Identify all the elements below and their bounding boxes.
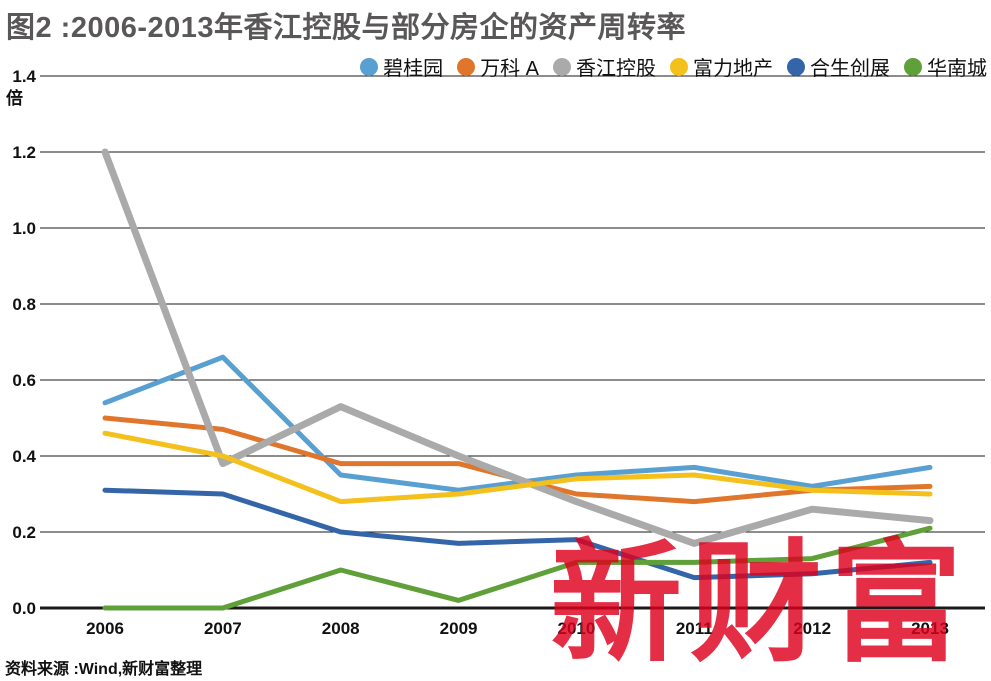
legend-label: 香江控股 [576,58,656,80]
legend-item-2: 香江控股 [553,52,656,81]
y-tick-label: 0.8 [12,295,36,314]
legend-label: 富力地产 [693,58,773,80]
series-line-0 [102,354,933,493]
x-tick-label: 2013 [911,619,949,638]
legend-item-0: 碧桂园 [360,52,443,81]
x-tick-label: 2009 [440,619,478,638]
legend-label: 万科 A [480,58,539,80]
legend-item-5: 华南城 [904,52,987,81]
legend-dot-icon [787,57,805,76]
x-tick-label: 2011 [676,619,713,638]
legend-dot-icon [360,57,379,76]
y-tick-label: 0.6 [12,371,36,390]
series-line-4 [102,487,933,581]
legend-dot-icon [670,57,688,76]
series-line-5 [102,525,933,611]
legend-item-3: 富力地产 [670,52,773,81]
series-line-3 [102,430,933,505]
y-axis-unit: 倍 [6,88,23,108]
x-tick-label: 2008 [322,619,360,638]
chart-title: 图2 :2006-2013年香江控股与部分房企的资产周转率 [6,12,687,44]
source-note: 资料来源 :Wind,新财富整理 [5,661,203,678]
y-tick-label: 0.4 [12,447,36,466]
legend-label: 碧桂园 [383,58,444,80]
legend-label: 华南城 [927,58,987,80]
legend-label: 合生创展 [810,58,890,80]
y-tick-label: 1.2 [12,143,36,162]
y-tick-label: 0.0 [12,599,36,618]
y-tick-label: 0.2 [12,523,36,542]
x-tick-label: 2010 [558,619,596,638]
legend-dot-icon [904,57,922,76]
series-line-2 [101,148,934,547]
legend-dot-icon [457,57,476,76]
legend-dot-icon [553,57,571,76]
legend-item-4: 合生创展 [787,52,890,81]
x-tick-label: 2007 [204,619,242,638]
x-tick-label: 2012 [793,619,831,638]
chart-legend: 碧桂园 万科 A 香江控股 富力地产 合生创展 华南城 [360,52,987,81]
x-tick-label: 2006 [86,619,124,638]
legend-item-1: 万科 A [457,52,539,81]
y-tick-label: 1.4 [12,67,36,86]
y-tick-label: 1.0 [12,219,36,238]
